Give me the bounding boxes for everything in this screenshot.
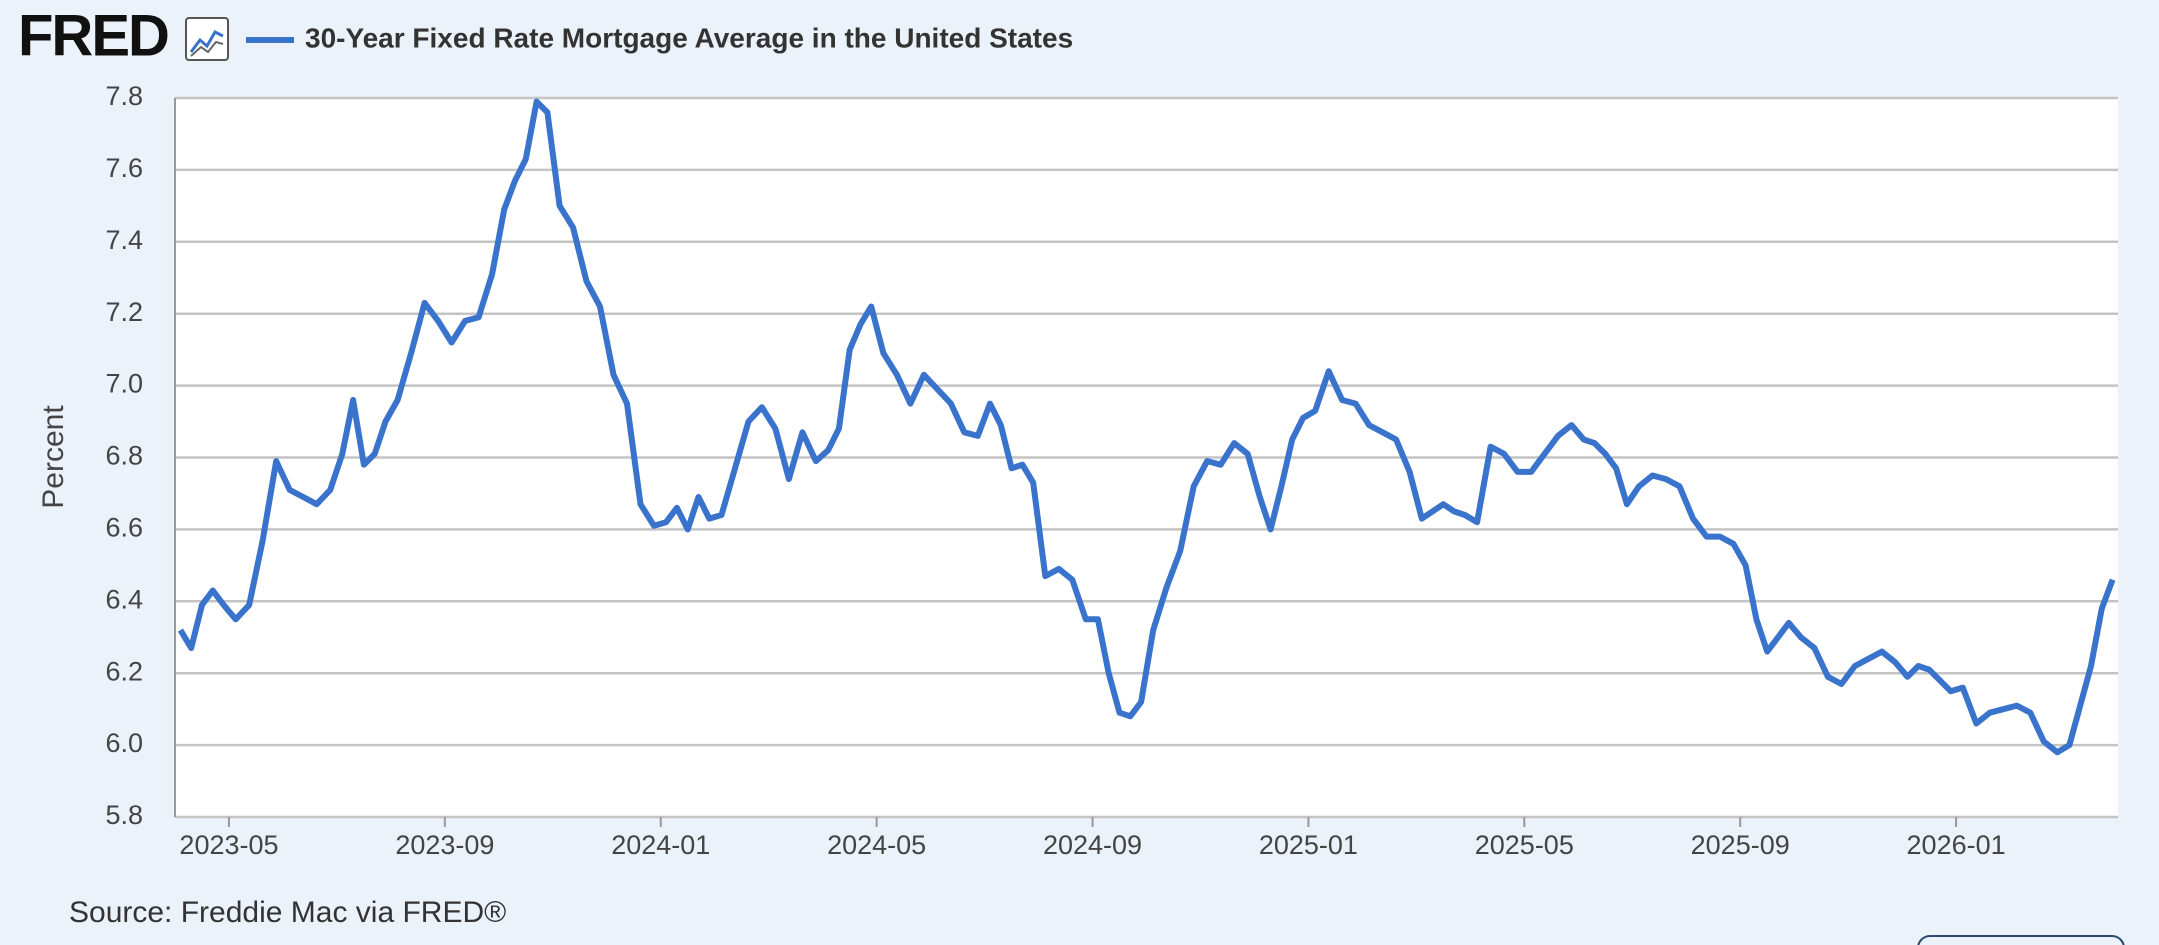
y-axis-label: Percent xyxy=(37,405,70,509)
line xyxy=(177,98,2116,756)
x-tick-label: 2024-09 xyxy=(1043,830,1142,860)
logo: FRED xyxy=(18,3,168,68)
chart-icon xyxy=(185,17,229,61)
y-tick-label: 6.6 xyxy=(105,513,143,543)
x-tick-label: 2024-05 xyxy=(827,830,926,860)
y-tick-label: 7.0 xyxy=(105,369,143,399)
x-tick-label: 2023-05 xyxy=(179,830,278,860)
y-tick-label: 6.2 xyxy=(105,656,143,686)
button[interactable] xyxy=(1917,935,2125,945)
y-tick-label: 7.4 xyxy=(105,225,143,255)
legend-label: 30-Year Fixed Rate Mortgage Average in t… xyxy=(305,22,1073,53)
x-tick-label: 2025-05 xyxy=(1475,830,1574,860)
x-tick-label: 2025-09 xyxy=(1691,830,1790,860)
x-tick-label: 2025-01 xyxy=(1259,830,1358,860)
x-tick-label: 2024-01 xyxy=(611,830,710,860)
y-tick-label: 7.2 xyxy=(105,297,143,327)
y-tick-label: 6.4 xyxy=(105,584,143,614)
y-tick-label: 6.8 xyxy=(105,441,143,471)
y-tick-label: 6.0 xyxy=(105,728,143,758)
source: Source: Freddie Mac via FRED® xyxy=(69,896,506,929)
y-tick-label: 7.6 xyxy=(105,153,143,183)
y-tick-label: 5.8 xyxy=(105,800,143,830)
x-tick-label: 2026-01 xyxy=(1907,830,2006,860)
y-tick-label: 7.8 xyxy=(105,81,143,111)
x-tick-label: 2023-09 xyxy=(395,830,494,860)
